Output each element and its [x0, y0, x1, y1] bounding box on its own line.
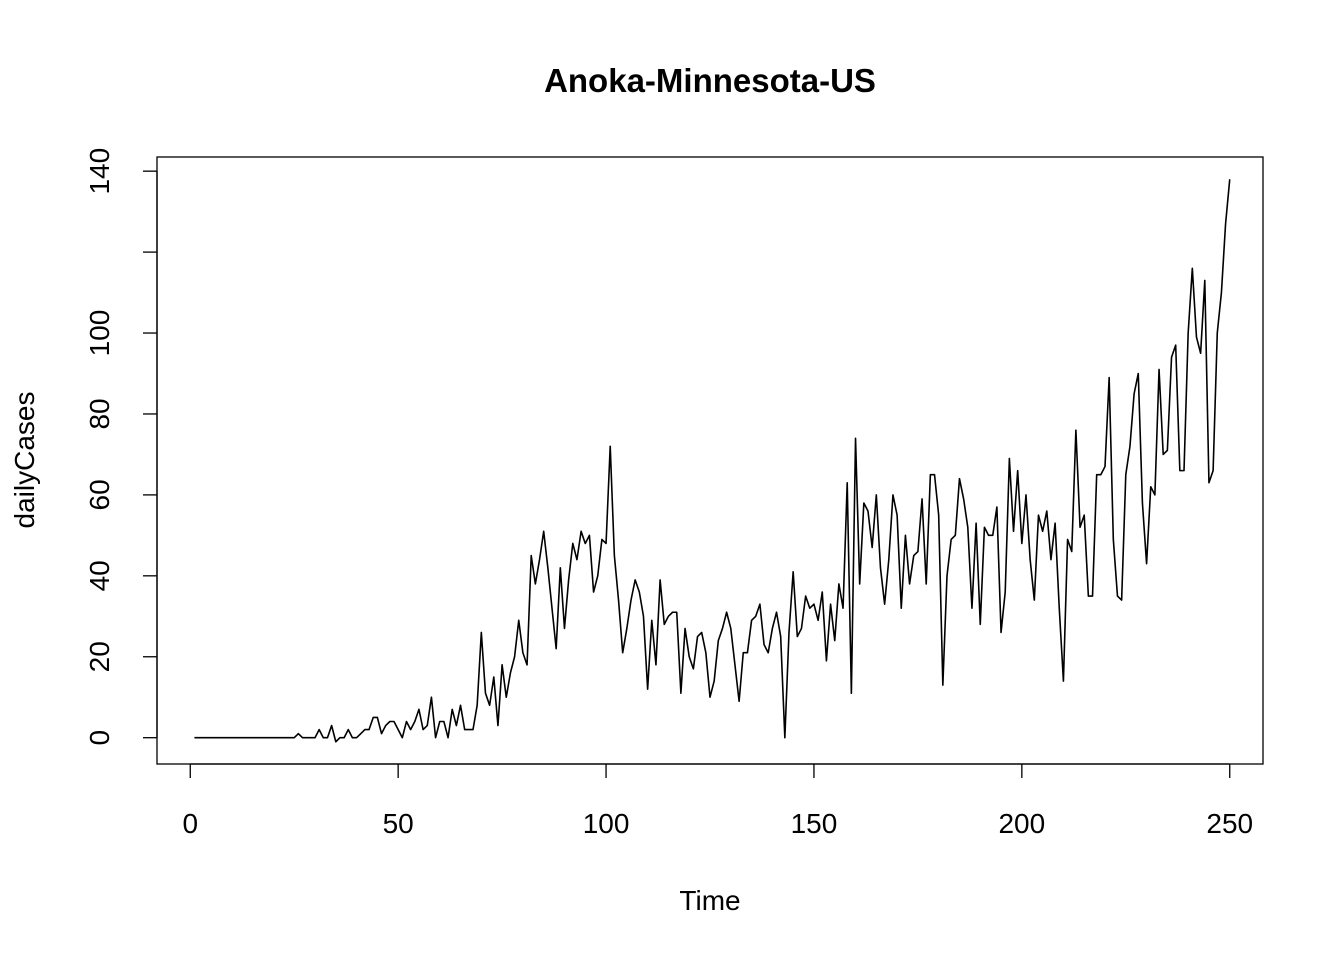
- y-axis-title: dailyCases: [9, 392, 40, 529]
- y-tick-label: 0: [84, 730, 115, 746]
- y-tick-label: 100: [84, 310, 115, 357]
- x-tick-label: 0: [182, 808, 198, 839]
- y-tick-label: 60: [84, 479, 115, 510]
- y-axis: 0 20 40 60 80 100 140: [84, 148, 158, 746]
- x-axis-title: Time: [679, 885, 740, 916]
- y-tick-label: 40: [84, 560, 115, 591]
- plot-frame: [156, 156, 1264, 765]
- x-tick-label: 150: [791, 808, 838, 839]
- series-line-dailycases: [194, 179, 1231, 743]
- y-tick-label: 140: [84, 148, 115, 195]
- x-tick-label: 250: [1206, 808, 1253, 839]
- x-axis: 0 50 100 150 200 250: [182, 763, 1253, 839]
- x-tick-label: 50: [383, 808, 414, 839]
- y-tick-label: 80: [84, 398, 115, 429]
- x-tick-label: 200: [998, 808, 1045, 839]
- x-tick-label: 100: [583, 808, 630, 839]
- y-tick-label: 20: [84, 641, 115, 672]
- chart-title: Anoka-Minnesota-US: [544, 62, 876, 99]
